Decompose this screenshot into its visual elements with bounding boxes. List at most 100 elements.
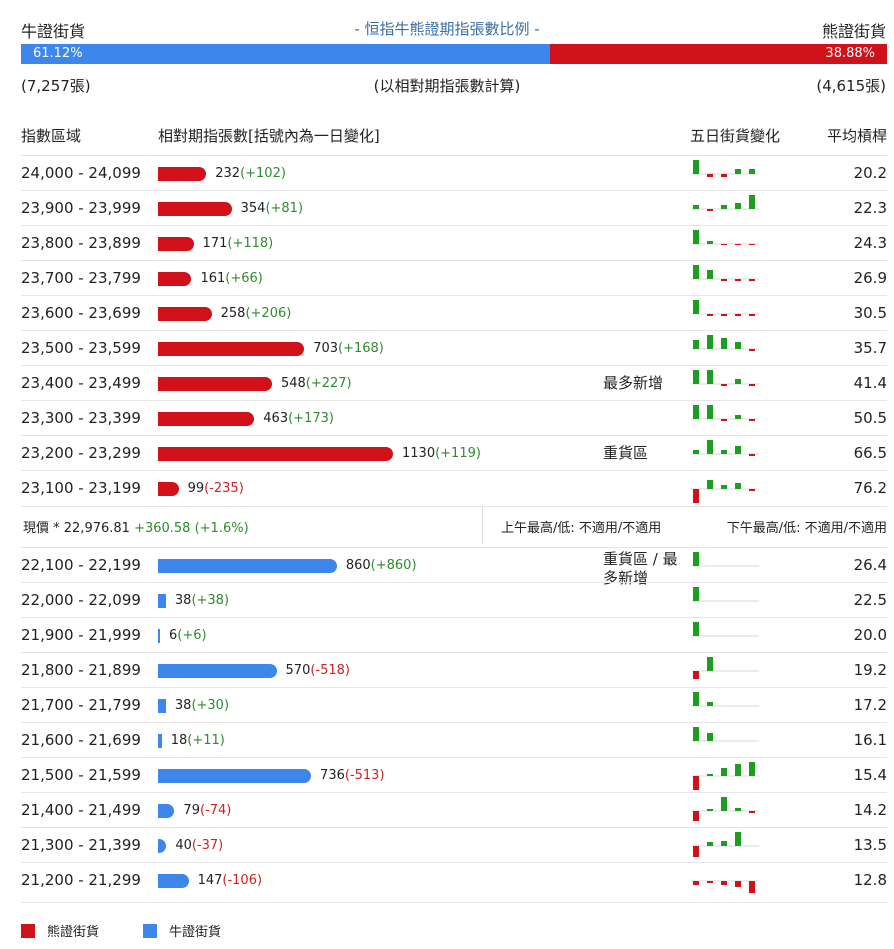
col-header-avg-leverage: 平均槓桿 bbox=[826, 127, 887, 145]
sparkline-bar bbox=[749, 195, 755, 209]
contracts-bar bbox=[158, 447, 393, 461]
contracts-change: (+30) bbox=[191, 698, 230, 713]
sparkline-bar bbox=[735, 808, 741, 811]
contracts-value: 548(+227) bbox=[281, 376, 352, 391]
avg-leverage: 35.7 bbox=[853, 339, 887, 357]
five-day-sparkline bbox=[691, 880, 759, 893]
table-row: 21,300 - 21,399 40(-37) 13.5 bbox=[21, 827, 887, 863]
table-bottom-border bbox=[21, 902, 887, 903]
col-header-contracts: 相對期指張數[括號內為一日變化] bbox=[158, 127, 380, 145]
contracts-bar bbox=[158, 167, 207, 181]
page-title: - 恒指牛熊證期指張數比例 - bbox=[354, 20, 540, 38]
sparkline-bar bbox=[693, 811, 699, 821]
sparkline-bar bbox=[721, 797, 727, 811]
sparkline-bar bbox=[693, 450, 699, 454]
sparkline-bar bbox=[735, 483, 741, 489]
avg-leverage: 26.9 bbox=[853, 269, 887, 287]
table-row: 23,400 - 23,499 548(+227) 最多新增 41.4 bbox=[21, 365, 887, 401]
contracts-count: 860 bbox=[345, 558, 371, 573]
sparkline-bar bbox=[693, 405, 699, 419]
contracts-count: 38 bbox=[174, 593, 192, 608]
sparkline-bar bbox=[749, 454, 755, 456]
avg-leverage: 17.2 bbox=[853, 696, 887, 714]
contracts-value: 232(+102) bbox=[215, 166, 286, 181]
contracts-bar bbox=[158, 202, 232, 216]
table-row: 23,800 - 23,899 171(+118) 24.3 bbox=[21, 225, 887, 261]
contracts-count: 258 bbox=[220, 306, 246, 321]
col-header-five-day: 五日街貨變化 bbox=[690, 127, 781, 145]
range-label: 22,000 - 22,099 bbox=[21, 591, 141, 609]
contracts-value: 258(+206) bbox=[221, 306, 292, 321]
sparkline-bar bbox=[735, 169, 741, 174]
sparkline-bar bbox=[707, 270, 713, 279]
table-row: 22,100 - 22,199 860(+860) 重貨區 / 最多新增 26.4 bbox=[21, 547, 887, 587]
legend-bull-label: 牛證街貨 bbox=[169, 925, 222, 940]
contracts-count: 161 bbox=[200, 271, 226, 286]
contracts-bar bbox=[158, 664, 277, 678]
sparkline-bar bbox=[707, 733, 713, 741]
range-label: 21,500 - 21,599 bbox=[21, 766, 141, 784]
table-row: 23,600 - 23,699 258(+206) 30.5 bbox=[21, 295, 887, 331]
row-note: 重貨區 bbox=[603, 444, 649, 462]
table-row: 21,700 - 21,799 38(+30) 17.2 bbox=[21, 687, 887, 723]
contracts-count: 548 bbox=[280, 376, 306, 391]
sparkline-bar bbox=[721, 205, 727, 209]
sparkline-bar bbox=[735, 832, 741, 846]
sparkline-bar bbox=[721, 419, 727, 421]
contracts-count: 38 bbox=[174, 698, 192, 713]
contracts-count: 40 bbox=[175, 838, 192, 853]
contracts-bar bbox=[158, 237, 194, 251]
price-change: +360.58 (+1.6%) bbox=[134, 521, 249, 536]
contracts-count: 736 bbox=[320, 768, 345, 783]
sparkline-bar bbox=[707, 842, 713, 846]
contracts-bar bbox=[158, 377, 272, 391]
bull-ratio-segment: 61.12% bbox=[21, 44, 551, 64]
avg-leverage: 66.5 bbox=[853, 444, 887, 462]
range-label: 21,600 - 21,699 bbox=[21, 731, 141, 749]
range-label: 21,200 - 21,299 bbox=[21, 871, 141, 889]
sparkline-bar bbox=[693, 671, 699, 679]
contracts-bar bbox=[158, 482, 179, 496]
sparkline-bar bbox=[707, 881, 713, 883]
contracts-bar bbox=[158, 839, 167, 853]
contracts-value: 99(-235) bbox=[188, 481, 244, 496]
table-row: 24,000 - 24,099 232(+102) 20.2 bbox=[21, 155, 887, 191]
contracts-change: (-518) bbox=[310, 663, 351, 678]
avg-leverage: 20.0 bbox=[853, 626, 887, 644]
contracts-bar bbox=[158, 804, 175, 818]
sparkline-bar bbox=[735, 379, 741, 384]
range-label: 21,300 - 21,399 bbox=[21, 836, 141, 854]
contracts-bar bbox=[158, 307, 212, 321]
table-row: 21,200 - 21,299 147(-106) 12.8 bbox=[21, 862, 887, 898]
contracts-change: (+173) bbox=[288, 411, 334, 426]
five-day-sparkline bbox=[691, 480, 759, 503]
legend-bear-label: 熊證街貨 bbox=[47, 925, 100, 940]
sparkline-bar bbox=[693, 489, 699, 503]
legend-bear: 熊證街貨 bbox=[21, 921, 99, 940]
contracts-count: 232 bbox=[215, 166, 241, 181]
sparkline-bar bbox=[693, 727, 699, 741]
avg-leverage: 24.3 bbox=[853, 234, 887, 252]
contracts-bar bbox=[158, 699, 166, 713]
sparkline-bar bbox=[749, 489, 755, 491]
contracts-change: (-74) bbox=[199, 803, 232, 818]
contracts-count: 79 bbox=[183, 803, 200, 818]
legend-bull: 牛證街貨 bbox=[143, 921, 221, 940]
sparkline-bar bbox=[749, 419, 755, 421]
contracts-value: 354(+81) bbox=[241, 201, 303, 216]
sparkline-bar bbox=[693, 622, 699, 636]
sparkline-bar bbox=[749, 384, 755, 386]
contracts-value: 38(+38) bbox=[175, 593, 229, 608]
sparkline-bar bbox=[721, 174, 727, 177]
range-label: 23,800 - 23,899 bbox=[21, 234, 141, 252]
sparkline-bar bbox=[707, 335, 713, 349]
table-row: 23,700 - 23,799 161(+66) 26.9 bbox=[21, 260, 887, 296]
contracts-change: (+168) bbox=[338, 341, 384, 356]
sparkline-bar bbox=[721, 485, 727, 489]
sparkline-bar bbox=[693, 265, 699, 279]
sparkline-bar bbox=[707, 405, 713, 419]
sparkline-bar bbox=[707, 174, 713, 177]
range-label: 22,100 - 22,199 bbox=[21, 556, 141, 574]
sparkline-bar bbox=[693, 230, 699, 244]
contracts-value: 463(+173) bbox=[263, 411, 334, 426]
